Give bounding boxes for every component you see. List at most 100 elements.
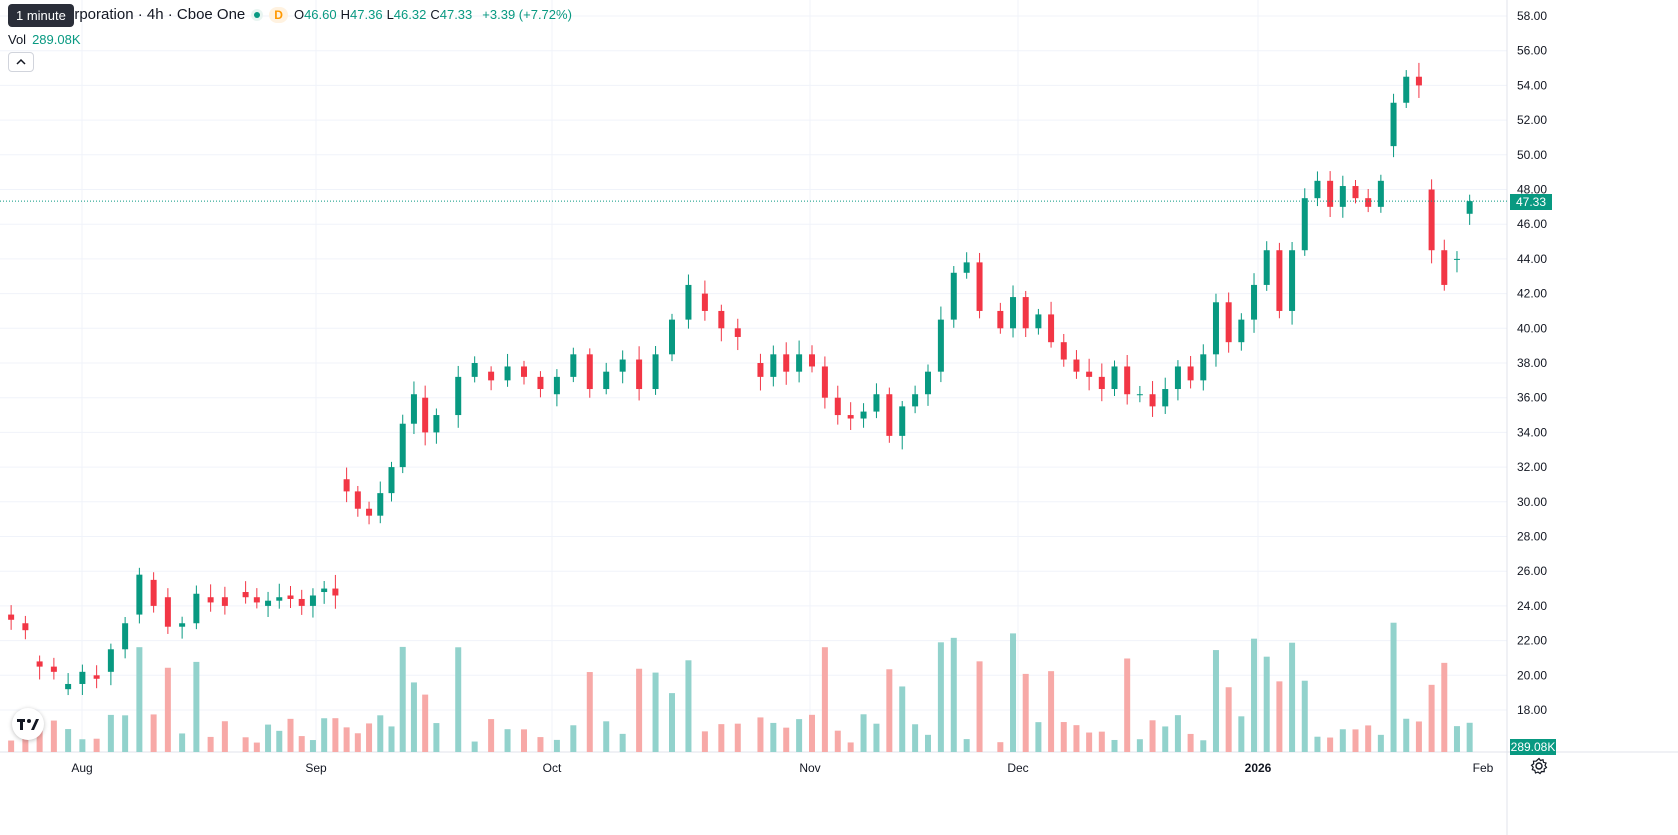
volume-bar bbox=[1174, 715, 1181, 752]
volume-bar bbox=[1225, 687, 1232, 752]
tradingview-logo-icon[interactable] bbox=[12, 708, 44, 740]
volume-bar bbox=[107, 714, 114, 752]
volume-bar bbox=[36, 726, 43, 752]
volume-bar bbox=[343, 727, 350, 752]
volume-bar bbox=[1212, 650, 1219, 752]
volume-bar bbox=[1086, 732, 1093, 752]
price-tick-label: 46.00 bbox=[1517, 217, 1547, 231]
candle-body bbox=[79, 671, 86, 684]
ohlc-key: H bbox=[340, 7, 351, 22]
candle-body bbox=[619, 359, 626, 372]
candle-body bbox=[366, 508, 373, 516]
candle-body bbox=[1377, 180, 1384, 207]
collapse-legend-button[interactable] bbox=[8, 52, 34, 72]
symbol-title[interactable]: orporation · 4h · Cboe One bbox=[66, 6, 246, 23]
price-tick-label: 22.00 bbox=[1517, 634, 1547, 648]
candle-body bbox=[899, 406, 906, 436]
volume-bar bbox=[193, 661, 200, 752]
candle-body bbox=[422, 397, 429, 433]
volume-bar bbox=[1010, 633, 1017, 752]
volume-bar bbox=[399, 646, 406, 752]
volume-bar bbox=[65, 729, 72, 752]
ohlc-key: L bbox=[386, 7, 394, 22]
volume-bar bbox=[937, 642, 944, 752]
price-tick-label: 56.00 bbox=[1517, 44, 1547, 58]
volume-bar bbox=[471, 741, 478, 752]
price-tick-label: 18.00 bbox=[1517, 703, 1547, 717]
market-status-icon[interactable] bbox=[251, 8, 264, 21]
volume-bar bbox=[950, 637, 957, 752]
candle-body bbox=[734, 328, 741, 337]
volume-bar bbox=[1111, 739, 1118, 752]
candle-body bbox=[433, 415, 440, 433]
candle-body bbox=[1301, 198, 1308, 251]
volume-bar bbox=[455, 647, 462, 752]
candle-body bbox=[471, 363, 478, 377]
time-tick-label: 2026 bbox=[1245, 761, 1272, 775]
volume-bar bbox=[179, 733, 186, 752]
volume-bar bbox=[388, 726, 395, 752]
volume-bar bbox=[636, 668, 643, 752]
volume-bar bbox=[253, 742, 260, 752]
candle-body bbox=[912, 394, 919, 407]
candle-body bbox=[1339, 186, 1346, 207]
candle-body bbox=[669, 319, 675, 355]
candle-body bbox=[8, 614, 15, 620]
volume-bar bbox=[1466, 722, 1473, 752]
candle-body bbox=[886, 394, 893, 436]
volume-bar bbox=[997, 742, 1004, 752]
volume-bar bbox=[354, 733, 361, 752]
time-tick-label: Dec bbox=[1007, 761, 1028, 775]
volume-bar bbox=[734, 723, 741, 752]
candle-body bbox=[1276, 250, 1283, 311]
volume-bar bbox=[537, 737, 544, 752]
candle-body bbox=[1453, 258, 1460, 260]
volume-bar bbox=[685, 660, 692, 752]
volume-bar bbox=[873, 723, 880, 752]
volume-bar bbox=[8, 740, 15, 752]
ohlc-value: 46.60 bbox=[304, 7, 337, 22]
volume-bar bbox=[1276, 681, 1283, 752]
candle-body bbox=[354, 491, 361, 509]
volume-bar bbox=[1327, 737, 1334, 752]
candle-body bbox=[1428, 189, 1435, 251]
candle-body bbox=[553, 376, 560, 395]
volume-bar bbox=[1403, 718, 1410, 752]
candle-body bbox=[1010, 297, 1017, 329]
ohlc-values: O46.60 H47.36 L46.32 C47.33 bbox=[294, 6, 476, 23]
volume-bar bbox=[332, 718, 339, 752]
volume-bar bbox=[619, 733, 626, 752]
volume-bar bbox=[963, 739, 970, 752]
candle-body bbox=[22, 623, 29, 631]
candle-body bbox=[136, 574, 143, 615]
candle-body bbox=[976, 262, 983, 311]
candle-body bbox=[221, 597, 228, 606]
candle-body bbox=[309, 595, 316, 606]
price-tick-label: 32.00 bbox=[1517, 460, 1547, 474]
candle-body bbox=[488, 371, 495, 381]
candle-body bbox=[1327, 180, 1334, 207]
candle-body bbox=[1251, 284, 1258, 320]
candle-body bbox=[253, 597, 260, 603]
volume-label: Vol bbox=[8, 32, 27, 47]
candle-body bbox=[65, 683, 72, 690]
candle-body bbox=[1415, 76, 1422, 86]
tv-mark-icon bbox=[17, 719, 39, 730]
candle-body bbox=[1225, 302, 1232, 343]
volume-bar bbox=[1060, 722, 1067, 752]
candle-body bbox=[504, 366, 511, 381]
volume-bar bbox=[1415, 721, 1422, 752]
volume-bar bbox=[1352, 729, 1359, 752]
volume-bar bbox=[22, 728, 29, 752]
price-tick-label: 26.00 bbox=[1517, 564, 1547, 578]
candle-body bbox=[521, 366, 527, 377]
gear-icon[interactable] bbox=[1530, 757, 1548, 775]
candle-body bbox=[332, 588, 339, 596]
candle-body bbox=[1022, 297, 1029, 329]
candle-body bbox=[796, 354, 803, 372]
ohlc-key: C bbox=[430, 7, 440, 22]
candle-body bbox=[207, 597, 214, 603]
candle-body bbox=[287, 595, 294, 599]
dividend-badge[interactable]: D bbox=[269, 6, 288, 23]
